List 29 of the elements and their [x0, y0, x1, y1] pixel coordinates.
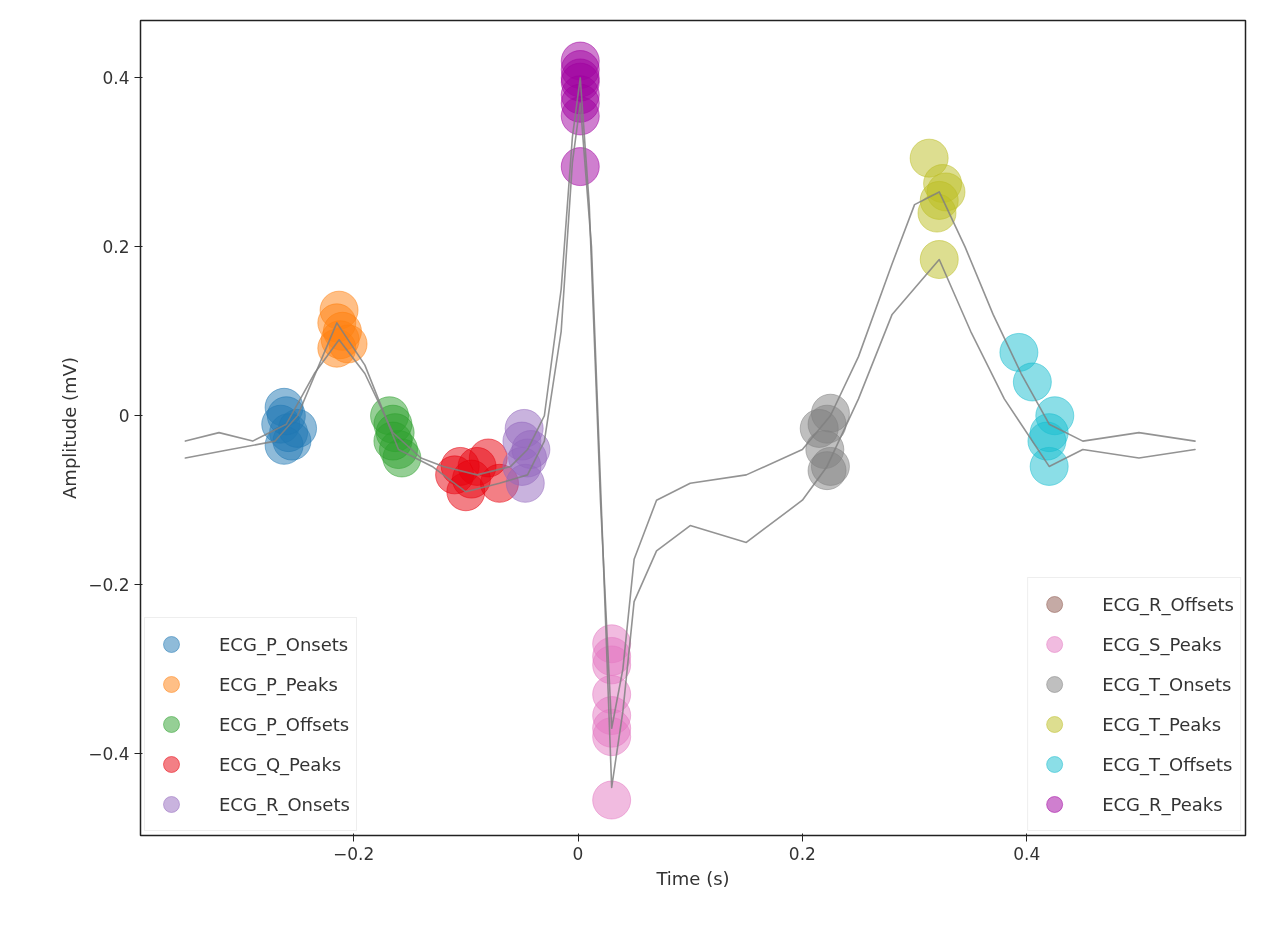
legend-label: ECG_P_Onsets [219, 633, 349, 655]
point [917, 193, 957, 233]
point [592, 780, 632, 820]
legend-label: ECG_P_Peaks [219, 673, 338, 695]
y-tick-label: −0.2 [88, 575, 130, 596]
y-tick-label: 0 [118, 406, 130, 427]
y-tick-label: 0.2 [102, 237, 130, 258]
point [1012, 362, 1052, 402]
point [919, 240, 959, 279]
legend-label: ECG_P_Offsets [219, 713, 350, 735]
point [505, 463, 545, 503]
legend-label: ECG_T_Onsets [1102, 673, 1232, 695]
y-tick-label: 0.4 [102, 68, 130, 89]
y-tick-label: −0.4 [88, 744, 130, 765]
y-axis-title: Amplitude (mV) [59, 357, 81, 499]
legend-label: ECG_Q_Peaks [219, 753, 342, 775]
x-tick-label: −0.2 [333, 843, 375, 864]
legend-label: ECG_R_Offsets [1102, 593, 1234, 615]
point [373, 421, 413, 461]
x-axis-title: Time (s) [655, 867, 730, 889]
legend-label: ECG_S_Peaks [1102, 633, 1222, 655]
legend-label: ECG_R_Onsets [219, 793, 350, 815]
legend-label: ECG_R_Peaks [1102, 793, 1223, 815]
x-tick-label: 0 [572, 843, 584, 864]
x-tick-label: 0.2 [788, 843, 816, 864]
point [1029, 446, 1069, 486]
legend-label: ECG_T_Peaks [1102, 713, 1222, 735]
legend-label: ECG_T_Offsets [1102, 753, 1233, 775]
x-tick-label: 0.4 [1013, 843, 1041, 864]
